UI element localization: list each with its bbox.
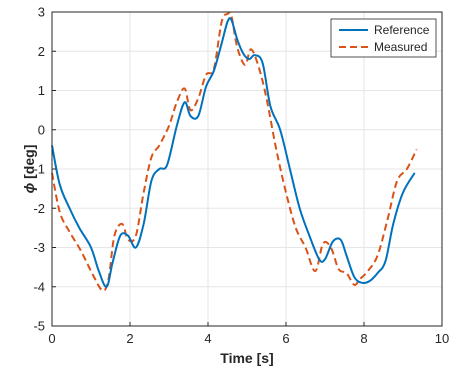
x-tick-label: 2 [126,331,133,346]
legend-label-reference: Reference [374,23,430,37]
y-tick-label: -4 [33,279,45,294]
x-tick-label: 6 [282,331,289,346]
legend-label-measured: Measured [374,40,427,54]
x-tick-label: 8 [360,331,367,346]
y-tick-label: 3 [38,5,45,20]
y-tick-label: 0 [38,122,45,137]
legend: Reference Measured [330,18,437,58]
y-axis-unit: [deg] [21,145,37,183]
x-tick-label: 0 [48,331,55,346]
x-axis-title: Time [s] [220,350,273,366]
y-tick-label: -5 [33,319,45,334]
legend-box [330,18,437,58]
x-tick-label: 4 [204,331,211,346]
y-tick-label: 1 [38,83,45,98]
y-axis-symbol: ϕ [21,182,37,193]
series-line-reference [51,17,416,288]
y-tick-label: -1 [33,162,45,177]
y-tick-label: -2 [33,201,45,216]
tick-group: 0 2 4 6 8 10 -5 -4 -3 -2 -1 0 1 2 3 [33,5,449,347]
x-tick-label: 10 [435,331,449,346]
y-tick-label: 2 [38,44,45,59]
y-axis-title: ϕ [deg] [21,145,37,194]
y-tick-label: -3 [33,240,45,255]
